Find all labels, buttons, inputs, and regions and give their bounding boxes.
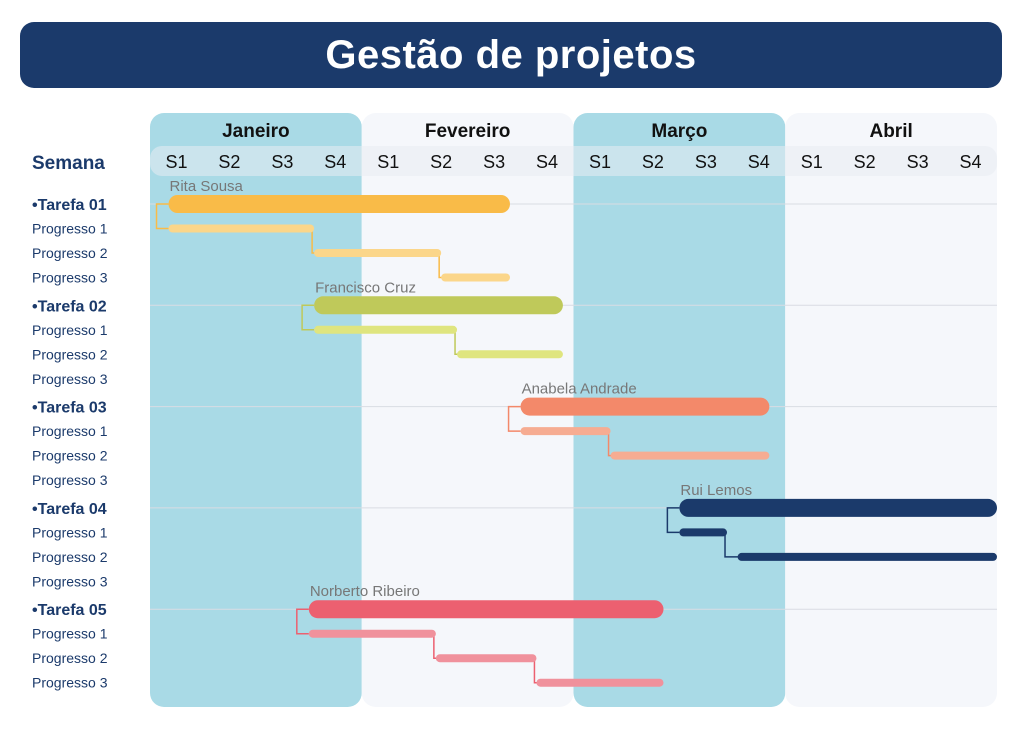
connector-line [155,203,169,230]
connector-line [507,405,521,432]
owner-label: Norberto Ribeiro [310,583,420,600]
progress-label: Progresso 1 [32,221,108,237]
owner-label: Rui Lemos [680,482,752,499]
task-label: •Tarefa 04 [32,501,107,518]
month-column-2 [361,113,574,707]
progress-bar [737,552,997,561]
week-label: S3 [695,152,717,172]
connector-line [296,608,309,635]
month-label: Fevereiro [425,121,511,142]
progress-label: Progresso 1 [32,524,108,540]
task-label: •Tarefa 02 [32,298,107,315]
progress-bar [435,654,537,663]
progress-label: Progresso 2 [32,245,108,261]
owner-label: Francisco Cruz [315,279,416,296]
axis-label: Semana [32,153,105,174]
week-label: S4 [748,152,770,172]
task-label: •Tarefa 01 [32,197,107,214]
progress-bar [314,325,458,334]
week-label: S2 [642,152,664,172]
week-label: S4 [960,152,982,172]
owner-label: Rita Sousa [170,178,244,195]
month-column-4 [785,113,997,707]
progress-label: Progresso 3 [32,371,108,387]
month-column-1 [150,113,362,707]
week-label: S2 [854,152,876,172]
week-label: S1 [165,152,187,172]
week-label: S3 [907,152,929,172]
connector-line [666,507,680,534]
week-label: S4 [324,152,346,172]
week-label: S1 [589,152,611,172]
week-label: S1 [377,152,399,172]
week-label: S2 [218,152,240,172]
task-bar [520,397,770,416]
progress-label: Progresso 3 [32,270,108,286]
week-label: S1 [801,152,823,172]
progress-label: Progresso 2 [32,448,108,464]
week-label: S3 [483,152,505,172]
progress-bar [308,629,436,638]
connector-line [301,304,315,331]
progress-bar [168,224,315,233]
progress-bar [457,350,563,359]
progress-label: Progresso 2 [32,346,108,362]
week-header-strip [150,146,997,176]
task-bar [308,600,664,619]
task-bar [679,498,997,517]
week-label: S4 [536,152,558,172]
progress-label: Progresso 1 [32,423,108,439]
task-label: •Tarefa 05 [32,602,107,619]
progress-label: Progresso 2 [32,650,108,666]
month-label: Março [651,121,707,142]
progress-label: Progresso 1 [32,626,108,642]
connector-line [724,532,740,558]
title-bar: Gestão de projetos [20,22,1002,88]
owner-label: Anabela Andrade [522,381,637,398]
progress-label: Progresso 3 [32,573,108,589]
progress-label: Progresso 2 [32,549,108,565]
week-label: S2 [430,152,452,172]
task-bar [168,195,510,213]
progress-bar [520,427,611,436]
task-bar [314,296,563,315]
progress-label: Progresso 3 [32,472,108,488]
week-label: S3 [271,152,293,172]
progress-bar [610,451,770,460]
progress-bar [441,273,510,282]
month-label: Janeiro [222,121,290,142]
page-title: Gestão de projetos [325,32,697,77]
progress-bar [679,528,728,537]
progress-label: Progresso 3 [32,675,108,691]
month-label: Abril [869,121,912,142]
progress-bar [314,249,442,257]
progress-bar [536,678,664,687]
progress-label: Progresso 1 [32,322,108,338]
task-label: •Tarefa 03 [32,400,107,417]
